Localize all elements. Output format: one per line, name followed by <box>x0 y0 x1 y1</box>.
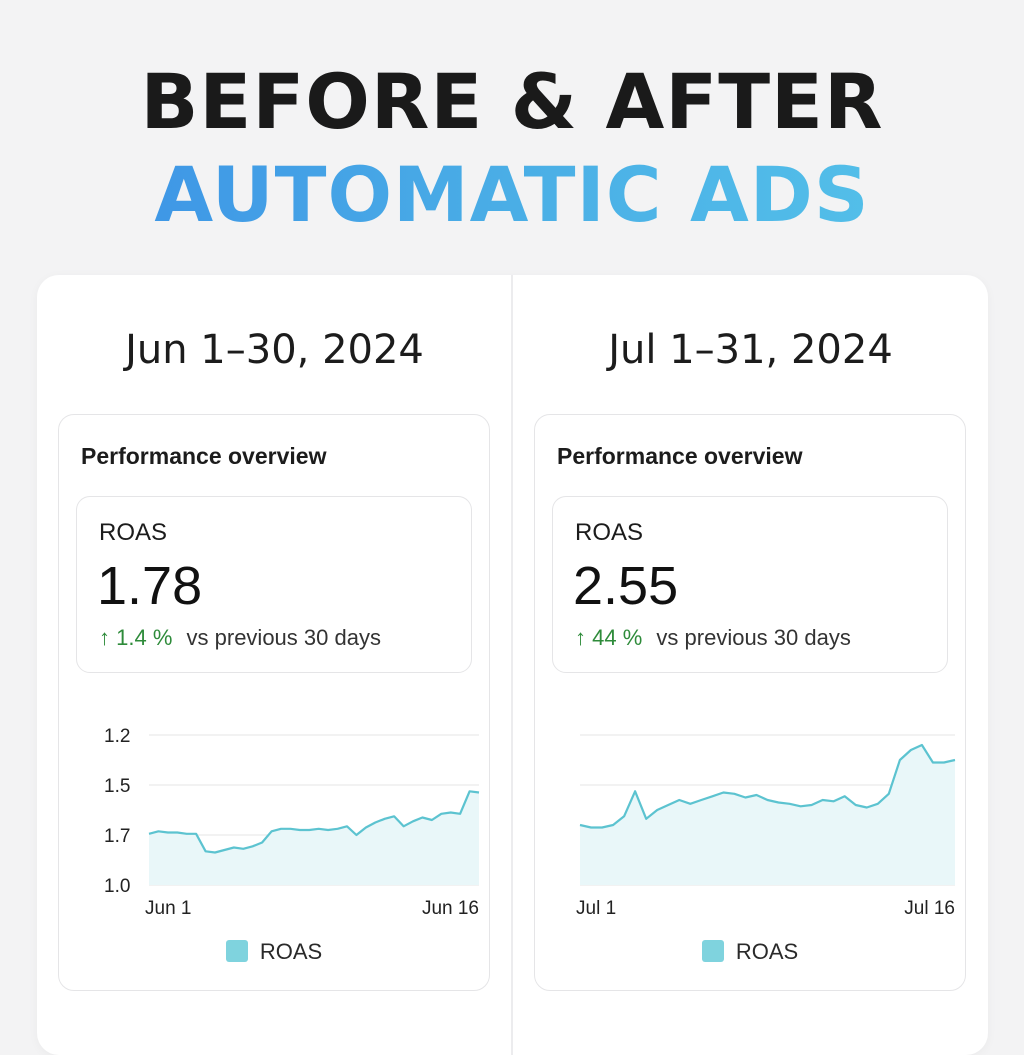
performance-overview-panel: Performance overview ROAS 2.55 ↑ 44 % vs… <box>534 414 966 991</box>
roas-area-chart: Jul 1 Jul 16 <box>576 734 956 919</box>
y-tick-label: 1.0 <box>104 876 130 897</box>
change-percent: 1.4 % <box>116 625 173 650</box>
headline-automatic-ads: AUTOMATIC ADS <box>0 150 1024 240</box>
performance-overview-panel: Performance overview ROAS 1.78 ↑ 1.4 % v… <box>58 414 490 991</box>
y-tick-label: 1.2 <box>104 726 130 747</box>
headline-before-after: BEFORE & AFTER <box>140 57 884 146</box>
roas-series-area <box>580 745 955 885</box>
metric-value: 2.55 <box>573 556 679 616</box>
metric-label: ROAS <box>99 519 168 546</box>
roas-series-line <box>579 743 956 829</box>
column-before: Jun 1–30, 2024 Performance overview ROAS… <box>37 275 512 1055</box>
legend-label: ROAS <box>735 939 799 964</box>
metric-label: ROAS <box>575 519 644 546</box>
legend-label: ROAS <box>259 939 323 964</box>
panel-title: Performance overview <box>81 443 327 469</box>
x-tick-label: Jun 16 <box>422 898 479 919</box>
change-percent: 44 % <box>592 625 643 650</box>
roas-area-chart: 1.2 1.5 1.7 1.0 Jun 1 Jun 16 <box>104 726 480 919</box>
roas-metric-card: ROAS 1.78 ↑ 1.4 % vs previous 30 days <box>76 496 472 673</box>
chart-legend: ROAS <box>535 939 965 965</box>
change-comparison: vs previous 30 days <box>186 625 381 650</box>
roas-series-line <box>148 790 480 854</box>
chart-legend: ROAS <box>59 939 489 965</box>
roas-series-area <box>149 791 479 885</box>
column-after: Jul 1–31, 2024 Performance overview ROAS… <box>513 275 988 1055</box>
y-tick-label: 1.7 <box>104 826 130 847</box>
x-tick-label: Jul 16 <box>904 898 955 919</box>
column-divider <box>511 275 513 1055</box>
panel-title: Performance overview <box>557 443 803 469</box>
change-comparison: vs previous 30 days <box>656 625 851 650</box>
x-tick-label: Jun 1 <box>145 898 191 919</box>
roas-metric-card: ROAS 2.55 ↑ 44 % vs previous 30 days <box>552 496 948 673</box>
comparison-card: Jun 1–30, 2024 Performance overview ROAS… <box>37 275 988 1055</box>
change-row: ↑ 44 % vs previous 30 days <box>575 625 851 651</box>
legend-swatch <box>225 940 248 962</box>
change-row: ↑ 1.4 % vs previous 30 days <box>99 625 381 651</box>
date-range-label: Jul 1–31, 2024 <box>608 327 893 373</box>
legend-swatch <box>701 940 724 962</box>
x-tick-label: Jul 1 <box>576 898 616 919</box>
arrow-up-icon: ↑ <box>99 625 110 650</box>
date-range-label: Jun 1–30, 2024 <box>125 327 424 373</box>
metric-value: 1.78 <box>97 556 203 616</box>
y-tick-label: 1.5 <box>104 776 130 797</box>
arrow-up-icon: ↑ <box>575 625 586 650</box>
